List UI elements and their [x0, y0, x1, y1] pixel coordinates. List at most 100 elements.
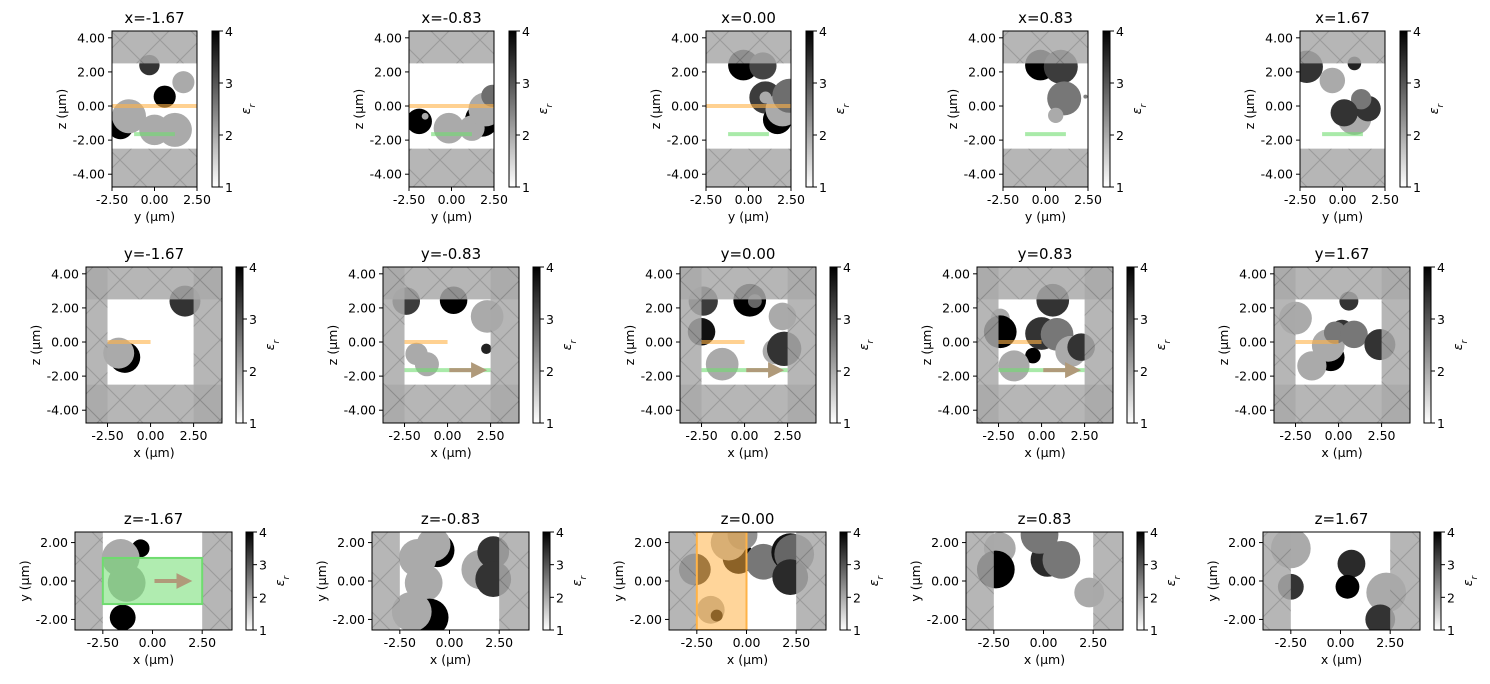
monitor-box	[101, 556, 204, 606]
x-tick-label: 0.00	[434, 428, 462, 443]
pml-region	[383, 267, 405, 423]
subplot-title: y=1.67	[1315, 245, 1370, 263]
subplot-title: z=1.67	[1315, 510, 1369, 528]
pml-region	[977, 267, 999, 423]
colorbar	[542, 531, 551, 631]
scatterer-circle	[1323, 321, 1347, 344]
subplot-x-0.83: x=0.83 -2.50 0.00 2.50 4.00 2.00 0.00 -2.00 -4.0…	[945, 9, 1149, 224]
colorbar	[839, 531, 848, 631]
x-tick-label: 2.50	[485, 635, 513, 650]
x-tick-label: -2.50	[681, 635, 713, 650]
colorbar	[805, 30, 814, 188]
y-axis-label: y (µm)	[1205, 560, 1220, 601]
pml-region	[372, 532, 400, 630]
colorbar-tick-label: 2	[1140, 364, 1148, 379]
subplot-title: x=0.83	[1018, 9, 1073, 27]
y-tick-label: -4.00	[964, 167, 996, 182]
plot-area	[383, 267, 519, 423]
plot-area	[409, 31, 494, 187]
y-tick-label: -2.00	[370, 133, 402, 148]
y-tick-label: -2.00	[630, 612, 662, 627]
y-tick-label: 4.00	[1265, 30, 1293, 45]
x-axis-label: x (µm)	[727, 445, 768, 460]
y-tick-label: -4.00	[1235, 403, 1267, 418]
subplot-y-0.83: y=0.83 -2.50 0.00 2.50 4.00 2.00 0.00 -2.00 -4.0…	[919, 245, 1173, 460]
pml-region	[1381, 267, 1410, 423]
colorbar-tick-label: 2	[546, 364, 554, 379]
colorbar-tick-label: 4	[522, 24, 530, 39]
colorbar	[829, 266, 838, 424]
x-tick-label: 0.00	[731, 428, 759, 443]
scatterer-circle	[1042, 540, 1081, 579]
x-axis-label: x (µm)	[1024, 652, 1065, 667]
plot-area	[706, 31, 791, 187]
colorbar-tick-label: 4	[1116, 24, 1124, 39]
axes-frame	[85, 266, 223, 424]
y-tick-label: 4.00	[348, 266, 376, 281]
x-tick-label: 0.00	[141, 192, 169, 207]
y-tick-label: 0.00	[1239, 335, 1267, 350]
plot-area	[1263, 532, 1420, 630]
colorbar-tick-label: 1	[556, 623, 564, 638]
axes-frame	[1273, 266, 1411, 424]
colorbar-tick-label: 4	[546, 260, 554, 275]
pml-region	[193, 267, 222, 423]
colorbar-label: εr	[1129, 102, 1149, 114]
pml-region	[796, 532, 826, 630]
colorbar-label: εr	[1426, 102, 1446, 114]
scatterer-circle	[1025, 347, 1041, 364]
x-tick-label: -2.50	[1284, 192, 1316, 207]
plot-area	[680, 267, 816, 423]
colorbar-label: εr	[238, 102, 258, 114]
y-tick-label: 2.00	[51, 300, 79, 315]
colorbar-label: εr	[272, 574, 292, 586]
colorbar-tick-label: 2	[1413, 128, 1421, 143]
colorbar-tick-label: 2	[522, 128, 530, 143]
x-tick-label: 0.00	[1030, 635, 1058, 650]
x-tick-label: -2.50	[384, 635, 416, 650]
colorbar	[1136, 531, 1145, 631]
y-tick-label: 0.00	[645, 335, 673, 350]
y-axis-label: z (µm)	[325, 325, 340, 365]
colorbar-tick-label: 2	[1437, 364, 1445, 379]
y-tick-label: 2.00	[77, 64, 105, 79]
subplot-title: x=-0.83	[421, 9, 481, 27]
scatterer-circle	[481, 84, 494, 107]
plot-area	[1274, 267, 1410, 423]
y-tick-label: -2.00	[1235, 369, 1267, 384]
scatterer-circle	[153, 85, 176, 108]
colorbar-tick-label: 3	[225, 76, 233, 91]
y-axis-label: z (µm)	[622, 325, 637, 365]
x-tick-label: -2.50	[685, 428, 717, 443]
colorbar	[1423, 266, 1432, 424]
subplot-title: z=-0.83	[421, 510, 480, 528]
y-tick-label: 2.00	[1239, 300, 1267, 315]
x-tick-label: 0.00	[735, 192, 763, 207]
x-tick-label: 2.50	[477, 428, 505, 443]
y-axis-label: z (µm)	[945, 89, 960, 129]
x-axis-label: x (µm)	[430, 652, 471, 667]
colorbar-label: εr	[1460, 574, 1480, 586]
pml-region	[409, 148, 494, 187]
x-tick-label: 0.00	[436, 635, 464, 650]
y-tick-label: 2.00	[634, 535, 662, 550]
y-tick-label: 0.00	[40, 574, 68, 589]
colorbar-tick-label: 3	[1116, 76, 1124, 91]
y-axis-label: y (µm)	[611, 560, 626, 601]
scatterer-circle	[1335, 574, 1360, 599]
scatterer-circle	[409, 108, 432, 135]
pml-region	[409, 31, 494, 64]
x-tick-label: 2.50	[774, 428, 802, 443]
colorbar-tick-label: 1	[259, 623, 267, 638]
plot-area	[112, 31, 197, 187]
subplot-title: z=-1.67	[124, 510, 183, 528]
y-axis-label: z (µm)	[648, 89, 663, 129]
x-tick-label: 2.50	[1074, 192, 1102, 207]
scatterer-circle	[1047, 81, 1082, 116]
colorbar-tick-label: 3	[819, 76, 827, 91]
x-tick-label: -2.50	[96, 192, 128, 207]
y-axis-label: z (µm)	[1242, 89, 1257, 129]
x-tick-label: -2.50	[91, 428, 123, 443]
colorbar-tick-label: 1	[1413, 180, 1421, 195]
scatterer-circle	[1330, 99, 1358, 127]
